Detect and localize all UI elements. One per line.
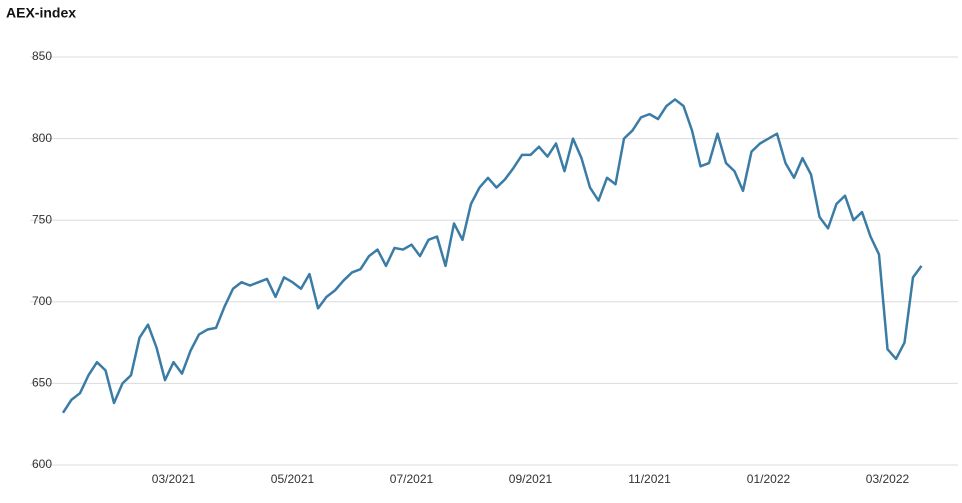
x-tick-label: 07/2021 bbox=[390, 472, 434, 486]
x-tick-label: 01/2022 bbox=[747, 472, 791, 486]
chart-title: AEX-index bbox=[6, 5, 76, 21]
x-tick-label: 03/2021 bbox=[152, 472, 196, 486]
y-tick-label: 650 bbox=[32, 376, 52, 390]
y-tick-label: 600 bbox=[32, 457, 52, 471]
y-tick-label: 750 bbox=[32, 212, 52, 226]
x-tick-label: 09/2021 bbox=[509, 472, 553, 486]
x-tick-label: 05/2021 bbox=[271, 472, 315, 486]
y-tick-label: 700 bbox=[32, 294, 52, 308]
y-tick-label: 850 bbox=[32, 49, 52, 63]
x-tick-label: 03/2022 bbox=[866, 472, 910, 486]
x-tick-label: 11/2021 bbox=[628, 472, 671, 486]
y-tick-label: 800 bbox=[32, 131, 52, 145]
line bbox=[61, 98, 923, 414]
